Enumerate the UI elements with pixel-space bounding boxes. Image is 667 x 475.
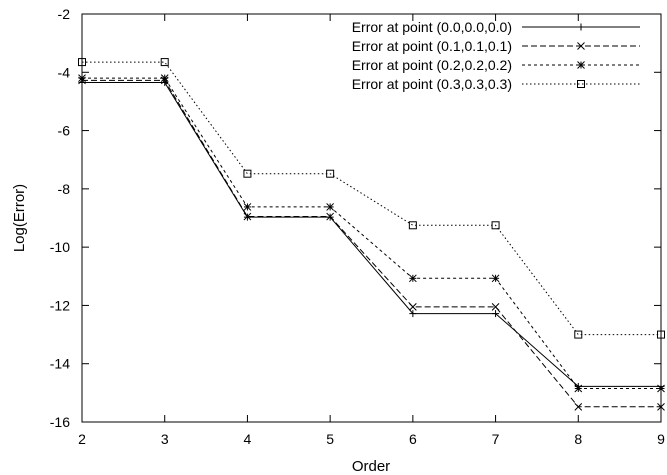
y-tick-label: -12 (50, 297, 70, 313)
data-point (409, 303, 417, 311)
data-point (491, 303, 500, 311)
data-point (160, 74, 169, 82)
legend-item: Error at point (0.2,0.2,0.2) (352, 57, 640, 73)
series-line (82, 61, 661, 336)
plot-frame (81, 13, 662, 423)
data-point (243, 169, 252, 178)
y-tick-label: -4 (58, 64, 71, 80)
data-point (491, 221, 500, 230)
series-layer (78, 58, 665, 411)
data-point (408, 221, 417, 230)
data-point (326, 169, 335, 178)
legend-label: Error at point (0.1,0.1,0.1) (352, 38, 512, 54)
data-point (160, 58, 169, 67)
y-tick-label: -6 (58, 123, 71, 139)
data-point (491, 274, 500, 283)
x-tick-label: 7 (492, 431, 500, 447)
data-point (326, 212, 334, 221)
x-tick-label: 8 (574, 431, 582, 447)
axis-ticks: 2 3 4 5 6 7 8 9 -16 -14 -12 -10 -8 -6 -4 -2 (50, 6, 665, 447)
x-tick-label: 3 (161, 431, 169, 447)
x-axis-label: Order (352, 458, 390, 475)
data-point (574, 384, 583, 393)
x-tick-label: 4 (244, 431, 252, 447)
data-point (657, 330, 665, 339)
data-point (657, 402, 665, 411)
series-2 (78, 76, 665, 411)
series-1 (78, 78, 665, 390)
legend-marker (577, 42, 585, 50)
y-tick-label: -14 (50, 356, 70, 372)
legend-item: Error at point (0.0,0.0,0.0) (352, 19, 640, 35)
x-tick-label: 9 (657, 431, 665, 447)
series-4 (78, 58, 665, 339)
y-tick-label: -2 (58, 6, 71, 22)
y-tick-label: -8 (58, 181, 71, 197)
x-tick-label: 2 (78, 431, 86, 447)
y-tick-label: -16 (50, 414, 70, 430)
series-line (82, 77, 661, 389)
x-tick-label: 6 (409, 431, 417, 447)
legend-label: Error at point (0.2,0.2,0.2) (352, 57, 512, 73)
data-point (492, 310, 500, 318)
data-point (243, 203, 252, 211)
legend-item: Error at point (0.3,0.3,0.3) (352, 76, 640, 92)
data-point (409, 310, 417, 318)
legend-label: Error at point (0.0,0.0,0.0) (352, 19, 512, 35)
legend-item: Error at point (0.1,0.1,0.1) (352, 38, 640, 54)
x-tick-label: 5 (326, 431, 334, 447)
data-point (78, 58, 86, 67)
legend: Error at point (0.0,0.0,0.0) Error at poi… (352, 19, 640, 92)
series-3 (78, 74, 665, 393)
series-line (82, 79, 661, 408)
legend-marker (577, 80, 585, 88)
legend-label: Error at point (0.3,0.3,0.3) (352, 76, 512, 92)
legend-marker (577, 23, 585, 31)
data-point (78, 74, 86, 82)
data-point (326, 203, 334, 211)
data-point (243, 212, 252, 221)
data-point (657, 384, 665, 393)
data-point (574, 330, 583, 339)
data-point (409, 274, 417, 283)
data-point (574, 402, 583, 411)
legend-marker (577, 61, 585, 69)
series-line (82, 82, 661, 387)
y-axis-label: Log(Error) (11, 184, 28, 252)
y-tick-label: -10 (50, 239, 70, 255)
